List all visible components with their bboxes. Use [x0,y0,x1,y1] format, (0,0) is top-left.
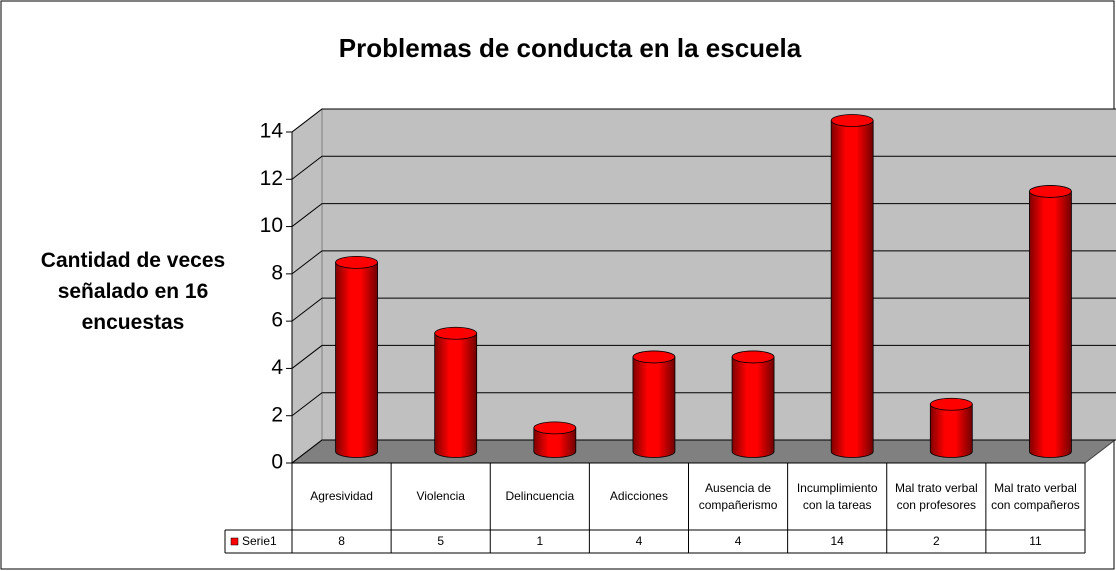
category-label: Mal trato verbal con compañeros [991,480,1080,512]
y-tick-label: 8 [271,261,283,284]
bar-top [533,421,577,435]
bar-body [632,356,676,458]
bar [1029,185,1072,458]
bar [533,421,577,458]
bar-top [335,255,378,269]
bar-body [830,120,874,458]
legend-label: Serie1 [242,534,277,548]
bar-top [434,326,478,340]
category-label: Ausencia de compañerismo [698,480,778,512]
bar-body [434,332,478,458]
y-tick-label: 12 [260,167,283,190]
bar [929,397,973,458]
bar-body [929,403,973,458]
bar [731,350,775,458]
y-tick-label: 4 [271,356,283,379]
bar-top [731,350,775,364]
y-tick-label: 0 [271,451,283,474]
bar [830,114,874,458]
bar-body [533,427,577,458]
data-table-value: 8 [338,534,345,548]
y-tick-label: 6 [271,309,283,332]
bar-top [929,397,973,411]
category-label: Mal trato verbal con profesores [894,480,978,512]
bar-top [830,114,874,127]
data-table-value: 4 [734,534,742,548]
bar-body [731,356,775,458]
bar-top [1029,185,1072,198]
bar-top [632,350,676,364]
side-wall [291,107,323,465]
bar [335,255,378,458]
bar-body [1029,191,1072,458]
category-label: Delincuencia [505,489,575,503]
category-label: Agresividad [310,489,373,503]
y-tick-label: 10 [260,214,283,237]
y-tick-label: 2 [271,403,283,426]
grid-line [291,108,1116,133]
category-label: Violencia [416,489,465,503]
data-table-value: 1 [536,534,544,548]
category-label: Adicciones [609,489,668,503]
bar-body [335,261,378,458]
data-table-value: 14 [830,534,844,548]
data-table-value: 5 [437,534,445,548]
y-axis-label: Cantidad de veces señalado en 16 encuest… [40,249,226,334]
y-tick-label: 14 [260,120,284,143]
category-label: Incumplimiento con la tareas [796,480,878,512]
floor [290,439,1116,464]
data-table-value: 11 [1029,534,1042,548]
legend-key [230,537,239,546]
bar [632,350,676,458]
data-table-value: 2 [932,534,940,548]
bar [434,326,478,458]
chart-title: Problemas de conducta en la escuela [339,33,802,63]
data-table-value: 4 [635,534,643,548]
